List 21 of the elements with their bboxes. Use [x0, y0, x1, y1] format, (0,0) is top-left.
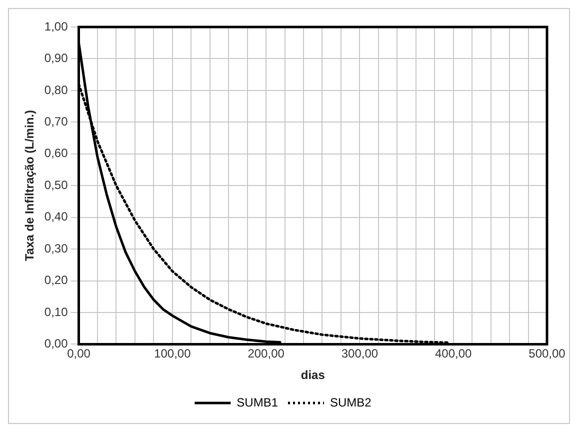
y-tick-label: 0,40 [44, 210, 68, 224]
x-tick-label: 100,00 [154, 346, 192, 361]
x-axis-title: dias [300, 368, 326, 382]
y-axis-title: Taxa de Infiltração (L/min.) [22, 110, 37, 262]
y-tick-label: 0,10 [44, 304, 68, 319]
x-tick-label: 0,00 [67, 346, 91, 361]
y-tick-label: 0,50 [44, 178, 68, 192]
y-tick-label: 0,90 [44, 51, 68, 66]
y-tick-label: 0,30 [44, 241, 68, 256]
y-tick-label: 0,70 [44, 114, 68, 128]
x-tick-label: 500,00 [528, 346, 566, 361]
x-tick-label: 300,00 [341, 346, 378, 361]
x-tick-label: 200,00 [248, 346, 285, 361]
y-tick-label: 0,80 [44, 82, 68, 97]
y-tick-label: 0,00 [44, 336, 68, 351]
legend-label: SUMB2 [330, 395, 372, 410]
y-tick-label: 0,20 [44, 273, 68, 288]
legend-label: SUMB1 [236, 395, 278, 410]
y-tick-label: 0,60 [44, 146, 68, 160]
x-tick-label: 400,00 [435, 346, 472, 361]
y-tick-label: 1,00 [44, 19, 68, 34]
